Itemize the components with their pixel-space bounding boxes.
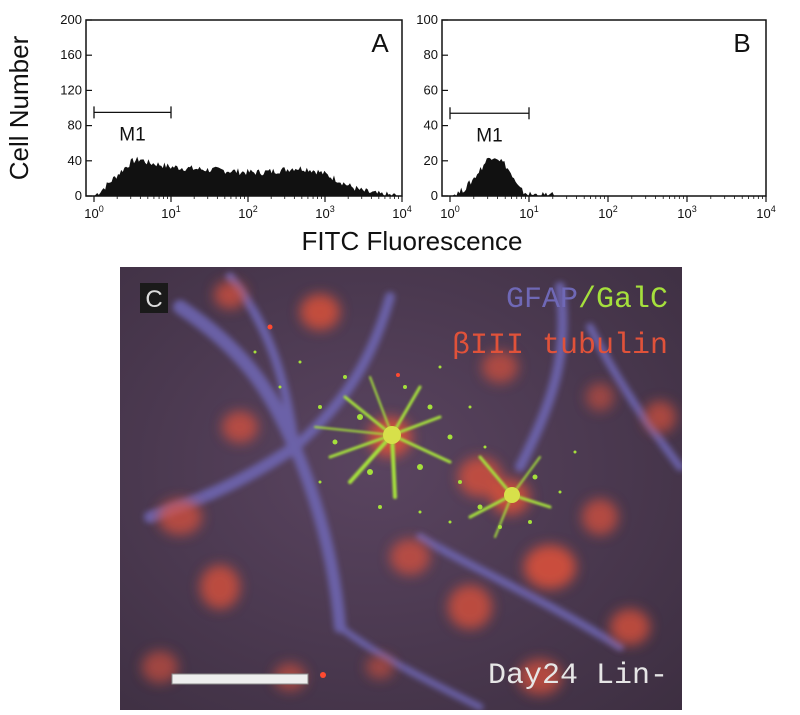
legend-galc: GalC	[596, 283, 668, 317]
y-tick-label: 200	[60, 12, 82, 27]
gate-label: M1	[476, 125, 502, 146]
y-tick-label: 100	[416, 12, 438, 27]
red-dot	[267, 324, 273, 330]
y-tick-label: 0	[431, 188, 438, 203]
histogram-b	[450, 157, 766, 196]
stain-legend: GFAP/GalC	[506, 283, 668, 317]
panel-label-c: C	[145, 286, 162, 313]
y-tick-label: 80	[424, 47, 438, 62]
red-dot	[320, 672, 326, 678]
x-tick-label: 104	[392, 204, 411, 221]
x-tick-label: 101	[519, 204, 538, 221]
image-caption: Day24 Lin-	[488, 659, 668, 693]
x-tick-label: 103	[315, 204, 334, 221]
y-axis-a: 0 40 80 120 160 200	[60, 12, 92, 203]
y-tick-label: 40	[68, 153, 82, 168]
y-tick-label: 0	[75, 188, 82, 203]
x-tick-label: 101	[161, 204, 180, 221]
y-tick-label: 60	[424, 82, 438, 97]
micrograph-image: C GFAP/GalC βIII tubulin Day24 Lin-	[120, 267, 684, 711]
fluorescence-micrograph: C GFAP/GalC βIII tubulin Day24 Lin-	[120, 267, 684, 711]
histogram-panel-a: 0 40 80 120 160 200 100 101 102 103 104 M1 A	[60, 12, 411, 221]
y-tick-label: 80	[68, 118, 82, 133]
panel-label-b: B	[733, 28, 750, 58]
y-axis-title: Cell Number	[4, 35, 34, 180]
panel-label-a: A	[371, 28, 389, 58]
y-tick-label: 120	[60, 82, 82, 97]
x-tick-label: 102	[598, 204, 617, 221]
x-tick-label: 103	[677, 204, 696, 221]
gfap-processes	[144, 272, 684, 711]
y-tick-label: 160	[60, 47, 82, 62]
x-tick-label: 100	[440, 204, 459, 221]
galc-processes	[314, 376, 552, 538]
y-tick-label: 20	[424, 153, 438, 168]
x-tick-label: 100	[84, 204, 103, 221]
y-axis-b: 0 20 40 60 80 100	[416, 12, 448, 203]
legend-slash: /	[578, 283, 596, 317]
y-tick-label: 40	[424, 118, 438, 133]
red-dot	[396, 373, 400, 377]
histogram-a	[94, 156, 402, 196]
gate-m1-a: M1	[93, 106, 172, 145]
legend-gfap: GFAP	[506, 283, 578, 317]
x-axis-b: 100 101 102 103 104	[440, 196, 776, 221]
histogram-figure: 0 40 80 120 160 200 100 101 102 103 104 M1 A 0 20 4…	[4, 12, 776, 256]
histogram-panel-b: 0 20 40 60 80 100 100 101 102 103 104 M1 B	[416, 12, 775, 221]
galc-puncta	[253, 350, 577, 529]
x-axis-a: 100 101 102 103 104	[84, 196, 412, 221]
scale-bar	[171, 673, 309, 685]
x-tick-label: 104	[756, 204, 775, 221]
gate-m1-b: M1	[449, 107, 530, 146]
panel-label-c-box	[140, 283, 168, 313]
gate-label: M1	[119, 124, 145, 145]
x-tick-label: 102	[238, 204, 257, 221]
legend-tubulin: βIII tubulin	[452, 329, 668, 363]
x-axis-title: FITC Fluorescence	[301, 226, 522, 256]
